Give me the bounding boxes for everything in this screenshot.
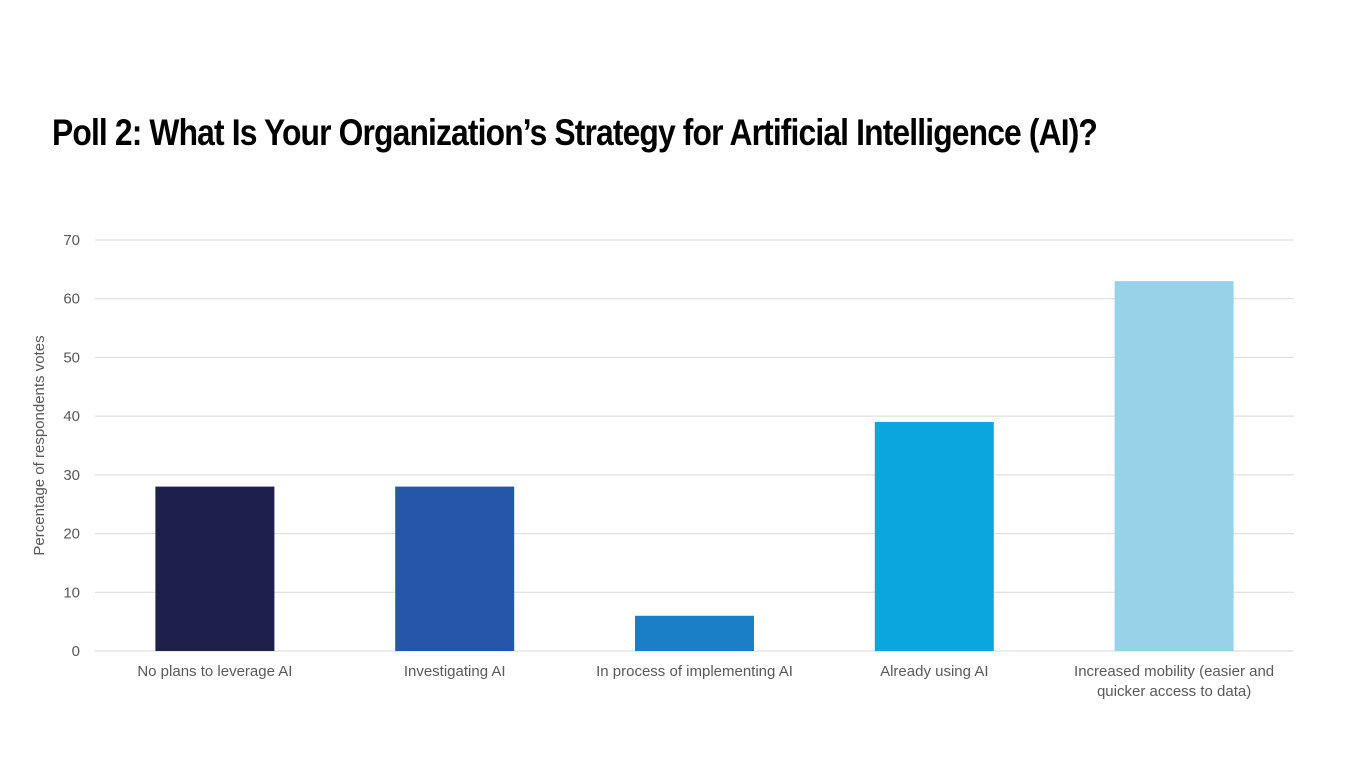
bar-5 [1114,281,1234,651]
x-category-label: No plans to leverage AI [137,663,292,680]
x-category-label: Already using AI [880,663,988,680]
x-axis-labels: No plans to leverage AI Investigating AI I… [137,663,1274,700]
y-tick-label: 50 [63,349,80,366]
y-tick-label: 70 [63,232,80,249]
bar-4 [874,422,994,651]
x-category-label: In process of implementing AI [596,663,793,680]
y-tick-label: 20 [63,526,80,543]
slide-title: Poll 2: What Is Your Organization’s Stra… [52,112,1098,153]
y-tick-label: 30 [63,467,80,484]
bar-2 [395,486,515,651]
bars [155,281,1234,651]
bar-1 [155,486,275,651]
x-category-label-line: Already using AI [880,663,988,680]
y-tick-label: 10 [63,584,80,601]
x-category-label-line: quicker access to data) [1097,683,1251,700]
x-category-label: Increased mobility (easier and quicker ac… [1074,663,1274,700]
x-category-label: Investigating AI [404,663,506,680]
x-category-label-line: Increased mobility (easier and [1074,663,1274,680]
y-tick-label: 0 [72,643,80,660]
x-category-label-line: No plans to leverage AI [137,663,292,680]
gridlines [95,239,1294,652]
bar-3 [635,615,754,651]
y-tick-label: 40 [63,408,80,425]
y-axis-title: Percentage of respondents votes [31,335,48,555]
y-tick-label: 60 [63,291,80,308]
x-category-label-line: In process of implementing AI [596,663,793,680]
y-axis-ticks: 0 10 20 30 40 50 60 70 [63,232,80,660]
x-category-label-line: Investigating AI [404,663,506,680]
